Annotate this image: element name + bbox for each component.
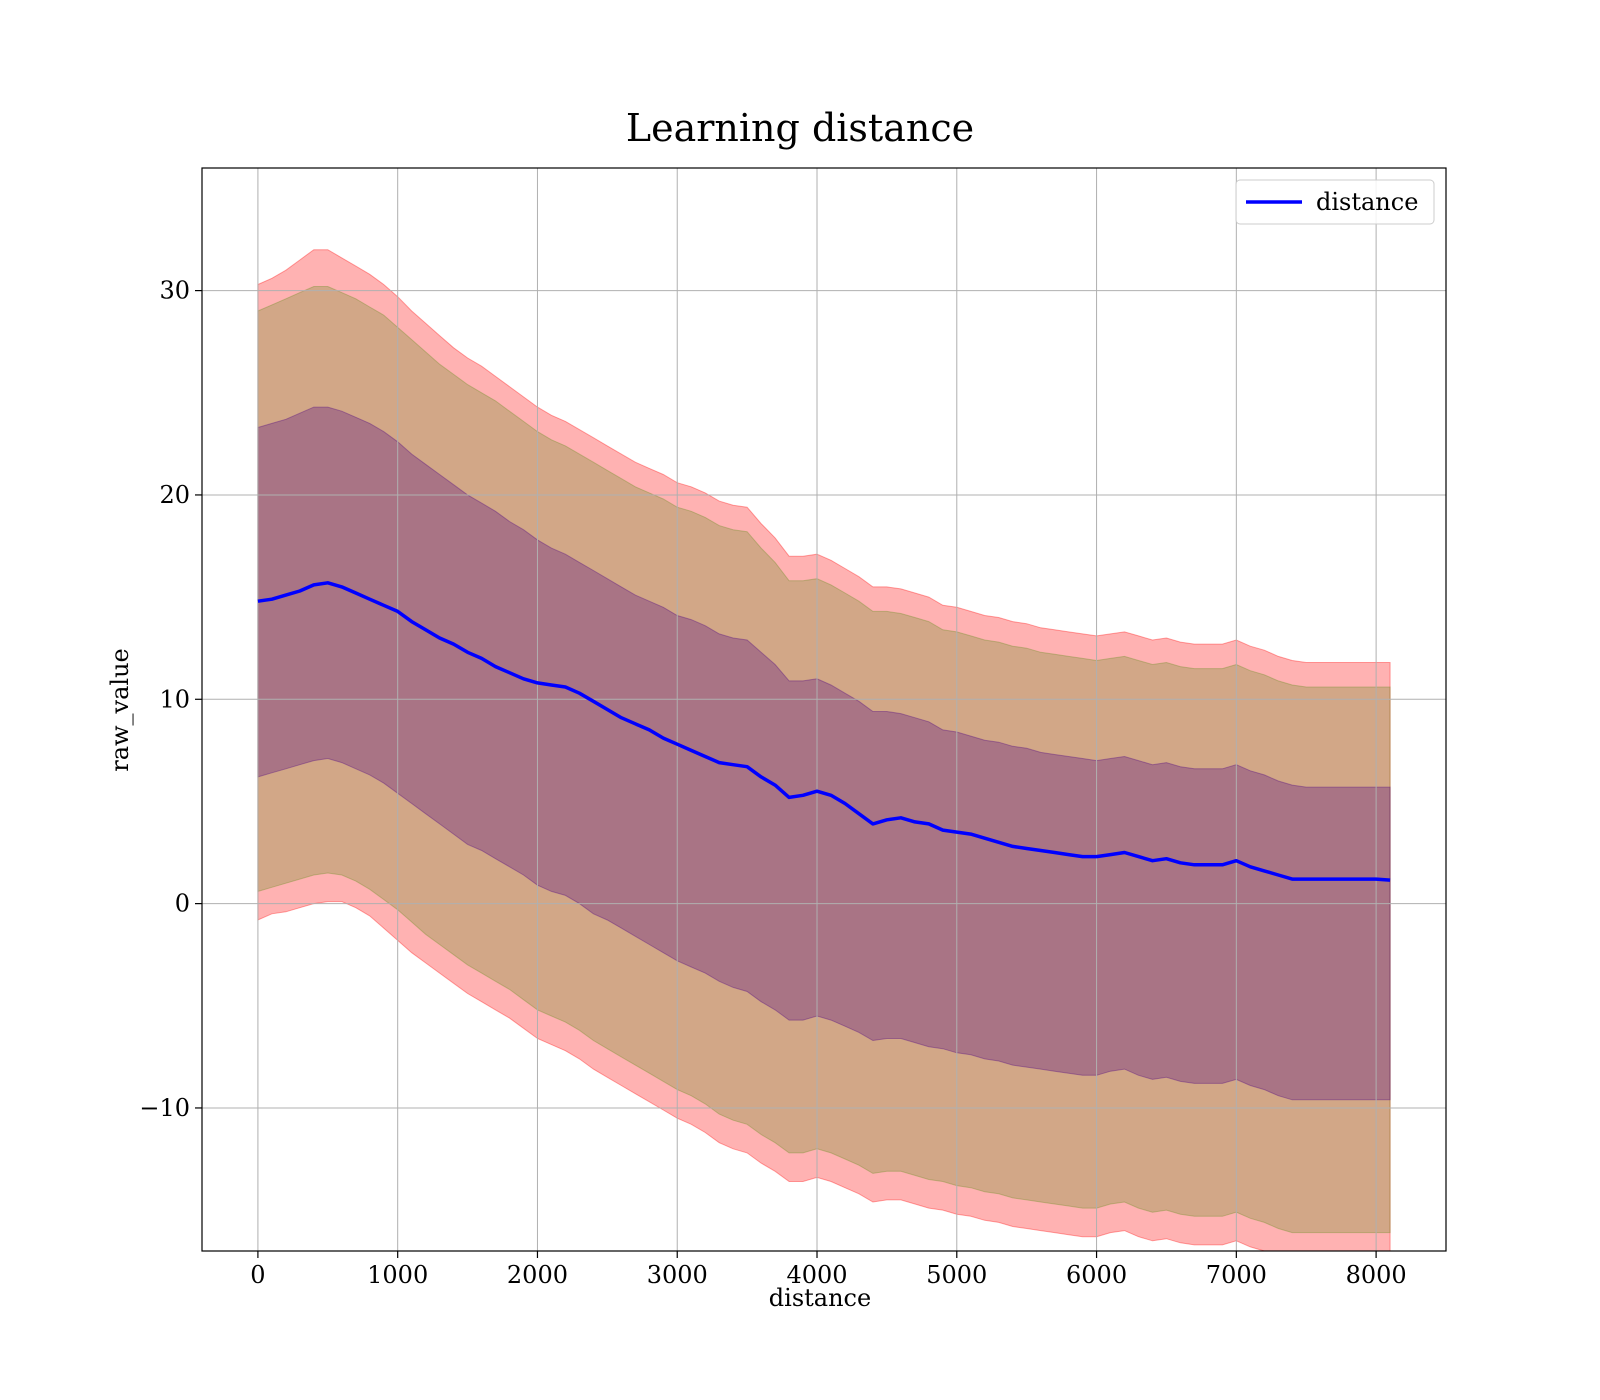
- axes-frame: [201, 167, 1447, 1252]
- x-tick-label-5: 5000: [926, 1261, 987, 1289]
- confidence-band-2: [257, 286, 1391, 1234]
- series-line-distance: [257, 581, 1391, 882]
- x-tick-label-1: 1000: [367, 1261, 428, 1289]
- y-tick-label-4: 30: [159, 277, 190, 305]
- x-tick-label-7: 7000: [1206, 1261, 1267, 1289]
- axes: 0 1000 2000 3000 4000 5000 6000 7000 8000 −10 0 10 2…: [139, 167, 1447, 1289]
- y-tick-label-3: 20: [159, 481, 190, 509]
- x-tick-label-8: 8000: [1346, 1261, 1407, 1289]
- chart-title: Learning distance: [626, 106, 974, 150]
- y-tick-label-2: 10: [159, 685, 190, 713]
- x-tick-label-3: 3000: [647, 1261, 708, 1289]
- y-axis-label: raw_value: [106, 648, 134, 772]
- y-tick-label-1: 0: [175, 890, 190, 918]
- legend: distance: [1235, 179, 1435, 225]
- plot-area: [202, 168, 1446, 1251]
- plot-clipped: [202, 168, 1446, 1251]
- confidence-band-1: [257, 249, 1391, 1251]
- confidence-band-3: [257, 406, 1391, 1101]
- legend-box: [1235, 179, 1435, 225]
- x-tick-label-0: 0: [250, 1261, 265, 1289]
- legend-label-distance: distance: [1316, 188, 1418, 216]
- x-tick-label-6: 6000: [1066, 1261, 1127, 1289]
- x-tick-label-2: 2000: [507, 1261, 568, 1289]
- x-tick-label-4: 4000: [786, 1261, 847, 1289]
- x-axis-label: distance: [769, 1284, 871, 1312]
- y-tick-label-0: −10: [139, 1094, 190, 1122]
